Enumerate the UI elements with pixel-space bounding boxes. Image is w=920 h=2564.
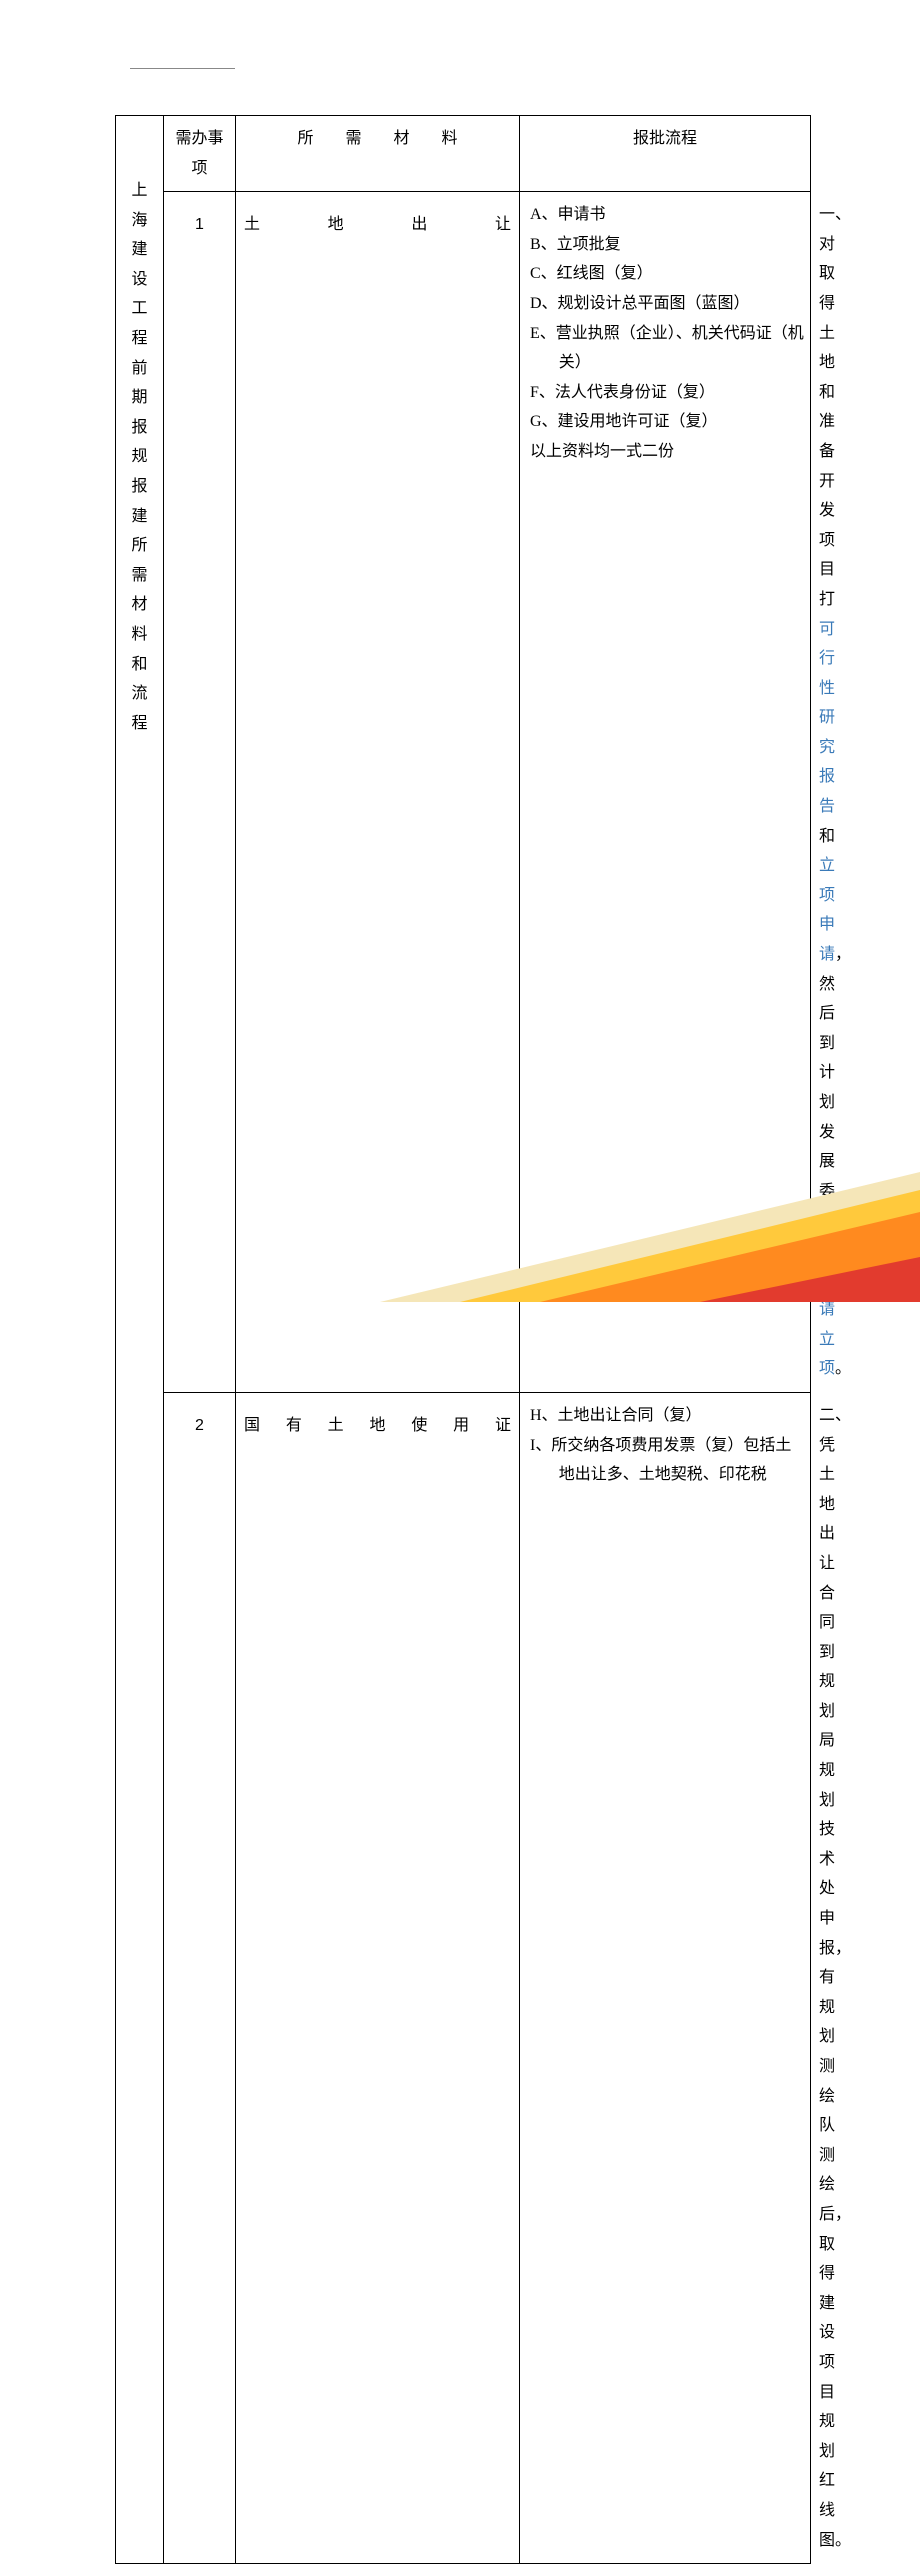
vertical-title-char: 料: [122, 620, 157, 650]
main-table-container: 上海建设工程前期报规报建所需材料和流程需办事项所 需 材 料报批流程1土地出让A…: [115, 115, 810, 2564]
process-text-part: 二、凭土地出让合同到规划局规划技术处申报，有规划测绘队测绘后，取得建设项目规划红…: [819, 1407, 851, 2549]
process-link[interactable]: 立项申请: [819, 857, 835, 963]
vertical-title-char: 材: [122, 590, 157, 620]
vertical-title-cell: 上海建设工程前期报规报建所需材料和流程: [116, 116, 164, 2564]
vertical-title-char: 流: [122, 679, 157, 709]
vertical-title-char: 设: [122, 265, 157, 295]
vertical-title-char: 建: [122, 235, 157, 265]
col-header-materials: 所 需 材 料: [236, 116, 520, 192]
row-item: 土地出让: [236, 192, 520, 1393]
table-row: 1土地出让A、申请书B、立项批复C、红线图（复）D、规划设计总平面图（蓝图）E、…: [116, 192, 811, 1393]
row-item: 国有土地使用证: [236, 1392, 520, 2563]
material-line: C、红线图（复）: [530, 259, 804, 289]
material-line: A、申请书: [530, 200, 804, 230]
vertical-title-char: 报: [122, 413, 157, 443]
vertical-title-char: 程: [122, 324, 157, 354]
vertical-title-char: 海: [122, 206, 157, 236]
process-text-part: 和: [819, 828, 835, 845]
process-text-part: ，然后到计划发展委员会: [819, 946, 851, 1259]
vertical-title-char: 所: [122, 531, 157, 561]
table-header-row: 上海建设工程前期报规报建所需材料和流程需办事项所 需 材 料报批流程: [116, 116, 811, 192]
vertical-title-char: 上: [122, 176, 157, 206]
vertical-title-char: 工: [122, 294, 157, 324]
vertical-title-char: 前: [122, 354, 157, 384]
material-line: G、建设用地许可证（复）: [530, 407, 804, 437]
material-note: 以上资料均一式二份: [530, 437, 804, 467]
table-row: 2国有土地使用证H、土地出让合同（复）I、所交纳各项费用发票（复）包括土地出让多…: [116, 1392, 811, 2563]
header-rule: [130, 68, 235, 69]
material-line: D、规划设计总平面图（蓝图）: [530, 289, 804, 319]
material-line: E、营业执照（企业）、机关代码证（机关）: [530, 319, 804, 378]
row-materials: H、土地出让合同（复）I、所交纳各项费用发票（复）包括土地出让多、土地契税、印花…: [520, 1392, 811, 2563]
vertical-title-char: 程: [122, 709, 157, 739]
material-line: H、土地出让合同（复）: [530, 1401, 804, 1431]
process-link[interactable]: 申请立项: [819, 1272, 835, 1378]
process-text-part: 。: [835, 1360, 851, 1377]
col-header-item: 需办事项: [164, 116, 236, 192]
vertical-title-char: 规: [122, 442, 157, 472]
material-line: F、法人代表身份证（复）: [530, 378, 804, 408]
material-line: B、立项批复: [530, 230, 804, 260]
main-table: 上海建设工程前期报规报建所需材料和流程需办事项所 需 材 料报批流程1土地出让A…: [115, 115, 811, 2564]
process-text-part: 一、对取得土地和准备开发项目打: [819, 206, 851, 608]
col-header-process: 报批流程: [520, 116, 811, 192]
vertical-title-char: 需: [122, 561, 157, 591]
vertical-title-char: 报: [122, 472, 157, 502]
row-materials: A、申请书B、立项批复C、红线图（复）D、规划设计总平面图（蓝图）E、营业执照（…: [520, 192, 811, 1393]
row-number: 1: [164, 192, 236, 1393]
row-number: 2: [164, 1392, 236, 2563]
vertical-title-char: 建: [122, 502, 157, 532]
process-link[interactable]: 可行性研究报告: [819, 621, 835, 816]
material-line: I、所交纳各项费用发票（复）包括土地出让多、土地契税、印花税: [530, 1431, 804, 1490]
vertical-title-char: 和: [122, 650, 157, 680]
vertical-title-char: 期: [122, 383, 157, 413]
